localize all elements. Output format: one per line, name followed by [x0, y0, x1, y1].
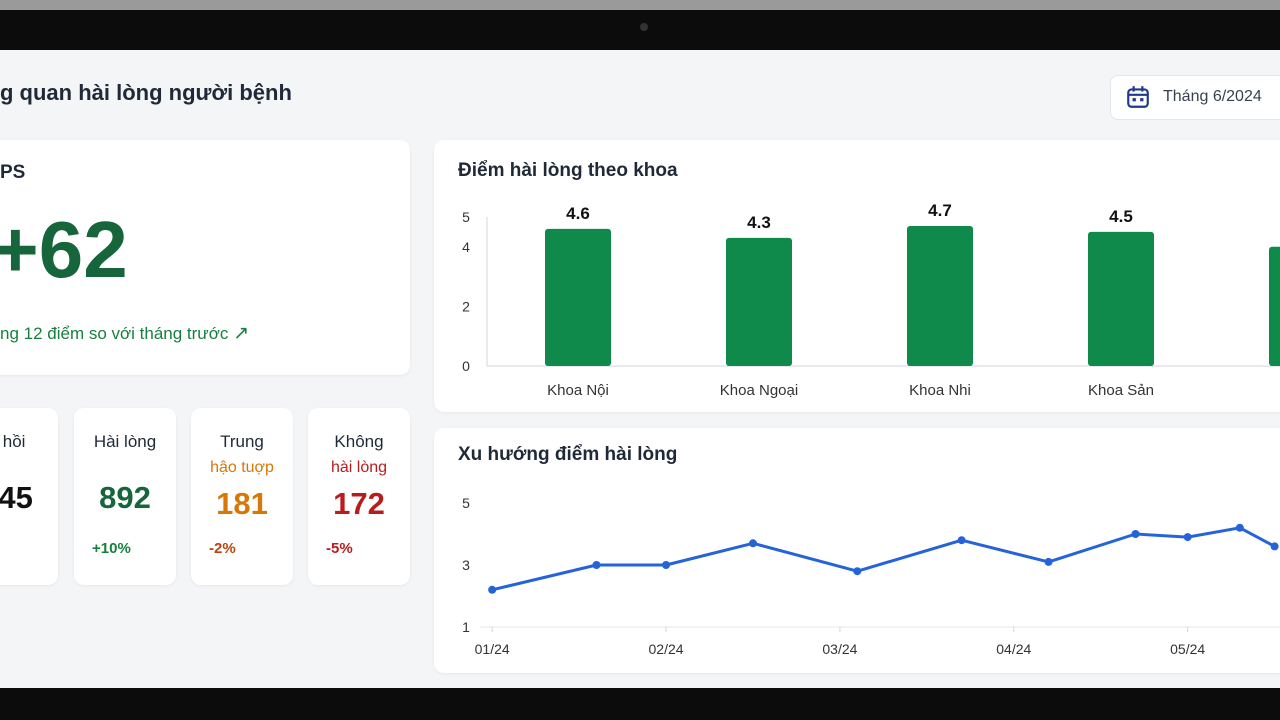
stat-value: 172: [333, 486, 385, 521]
frame-strip: [0, 0, 1280, 10]
point: [853, 567, 862, 576]
x-tick-label: Khoa Ngoại: [720, 382, 798, 399]
trend-arrow: ↗: [233, 323, 249, 344]
line-card: [434, 428, 1280, 673]
stat-label: hậo tuợp: [210, 459, 274, 476]
y-tick-label: 3: [462, 557, 470, 573]
point: [488, 585, 497, 594]
bar: [726, 237, 792, 366]
point: [662, 561, 671, 569]
value-label: 4.7: [928, 201, 952, 220]
stat-value: 245: [0, 480, 33, 515]
nps-card: PS +62 ng 12 điểm so với tháng trước ↗: [0, 140, 410, 375]
trend-line: [491, 526, 1276, 592]
point: [1235, 523, 1244, 532]
stat-label: n hồi: [0, 432, 26, 451]
bar: [907, 225, 973, 366]
y-tick-label: 5: [462, 209, 470, 225]
y-tick-label: 0: [462, 358, 470, 374]
nps-change-text: ng 12 điểm so với tháng trước: [0, 324, 229, 343]
bar: [545, 228, 611, 366]
stat-value: 892: [99, 480, 151, 515]
point: [592, 561, 601, 569]
stat-card: Hài lòng 892 +10%: [74, 408, 176, 585]
nps-change: ng 12 điểm so với tháng trước ↗: [0, 322, 249, 345]
calendar-icon: [1127, 86, 1149, 108]
date-label: Tháng 6/2024: [1163, 88, 1262, 105]
nps-label: PS: [0, 162, 26, 183]
nps-value: +62: [0, 205, 128, 294]
chart-title: Xu hướng điểm hài lòng: [458, 444, 677, 465]
stat-change: +10%: [92, 540, 131, 557]
nps-content: PS +62 ng 12 điểm so với tháng trước ↗: [0, 140, 410, 375]
y-tick-label: 2: [462, 298, 470, 314]
bar: [1088, 231, 1154, 366]
point: [748, 539, 757, 548]
stat-label: hài lòng: [330, 459, 388, 476]
point: [1131, 530, 1140, 538]
x-tick-label: Khoa Nội: [547, 382, 609, 399]
x-tick-label: 03/24: [822, 641, 857, 657]
value-label: 4.5: [1109, 207, 1133, 226]
stat-change: -2%: [209, 540, 236, 557]
y-tick-label: 4: [462, 239, 470, 255]
screen: g quan hài lòng người bệnh Tháng 6/2024 …: [0, 50, 1280, 688]
stat-label: Hài lòng: [93, 432, 157, 451]
value-label: 4.3: [747, 213, 771, 232]
x-tick-label: 02/24: [649, 641, 684, 657]
chart-title: Điểm hài lòng theo khoa: [458, 160, 678, 181]
stat-value: 181: [216, 486, 268, 521]
point: [957, 536, 966, 545]
stat-label: Trung: [220, 432, 264, 451]
x-tick-label: Khoa Nhi: [909, 382, 971, 399]
y-tick-label: 1: [462, 619, 470, 635]
charts: Điểm hài lòng theo khoa 0 2 4 5 4.6 Khoa Nội 4.…: [458, 160, 1280, 657]
stat-label: Không: [334, 432, 384, 451]
date-picker[interactable]: Tháng 6/2024: [1110, 75, 1280, 120]
value-label: 4.6: [566, 204, 590, 223]
point: [1183, 533, 1192, 542]
bar: [1269, 246, 1280, 366]
x-tick-label: Khoa Sản: [1088, 382, 1154, 399]
stat-card: Không hài lòng 172 -5%: [308, 408, 410, 585]
x-tick-label: 01/24: [475, 641, 510, 657]
stat-card: n hồi245%: [0, 408, 58, 585]
page-title: g quan hài lòng người bệnh: [0, 80, 292, 105]
stat-change: -5%: [326, 540, 353, 557]
point: [1044, 557, 1053, 566]
x-tick-label: 04/24: [996, 641, 1031, 657]
x-tick-label: 05/24: [1170, 641, 1205, 657]
point: [1270, 542, 1279, 551]
y-tick-label: 5: [462, 495, 470, 511]
camera: [640, 23, 648, 31]
stat-card: Trung hậo tuợp 181 -2%: [191, 408, 293, 585]
